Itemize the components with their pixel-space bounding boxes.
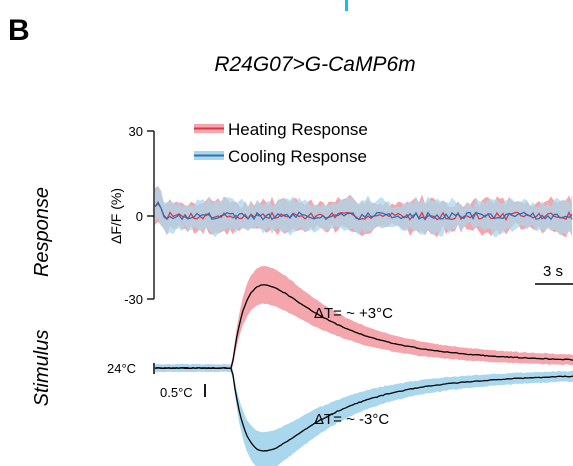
- cooling-stimulus-line: [154, 366, 573, 452]
- annotation-cooling: ΔT= ~ -3°C: [314, 411, 389, 428]
- annotation-heating: ΔT= ~ +3°C: [314, 305, 393, 322]
- legend-label-heating: Heating Response: [228, 120, 368, 139]
- heating-stimulus-band: [155, 265, 573, 373]
- legend-label-cooling: Cooling Response: [228, 147, 367, 166]
- baseline-temperature-label: 24°C: [107, 361, 136, 376]
- response-traces: [154, 186, 573, 238]
- time-scale-label: 3 s: [543, 263, 563, 280]
- cooling-stimulus-band: [155, 363, 573, 466]
- row-label-stimulus: Stimulus: [31, 330, 53, 407]
- stimulus-traces: [154, 265, 573, 466]
- legend: Heating Response Cooling Response: [194, 120, 368, 166]
- row-label-response: Response: [31, 187, 53, 277]
- y-axis-label: ΔF/F (%): [108, 188, 124, 244]
- cooling-response-line: [154, 200, 573, 221]
- y-tick-label-30: 30: [129, 124, 143, 139]
- accent-mark: [345, 0, 348, 11]
- y-tick-label-minus30: -30: [124, 292, 143, 307]
- panel-letter: B: [8, 14, 30, 47]
- y-tick-label-0: 0: [136, 209, 143, 224]
- cooling-response-band: [155, 186, 572, 238]
- chart-title: R24G07>G-CaMP6m: [214, 53, 415, 76]
- temperature-scale-label: 0.5°C: [160, 385, 193, 400]
